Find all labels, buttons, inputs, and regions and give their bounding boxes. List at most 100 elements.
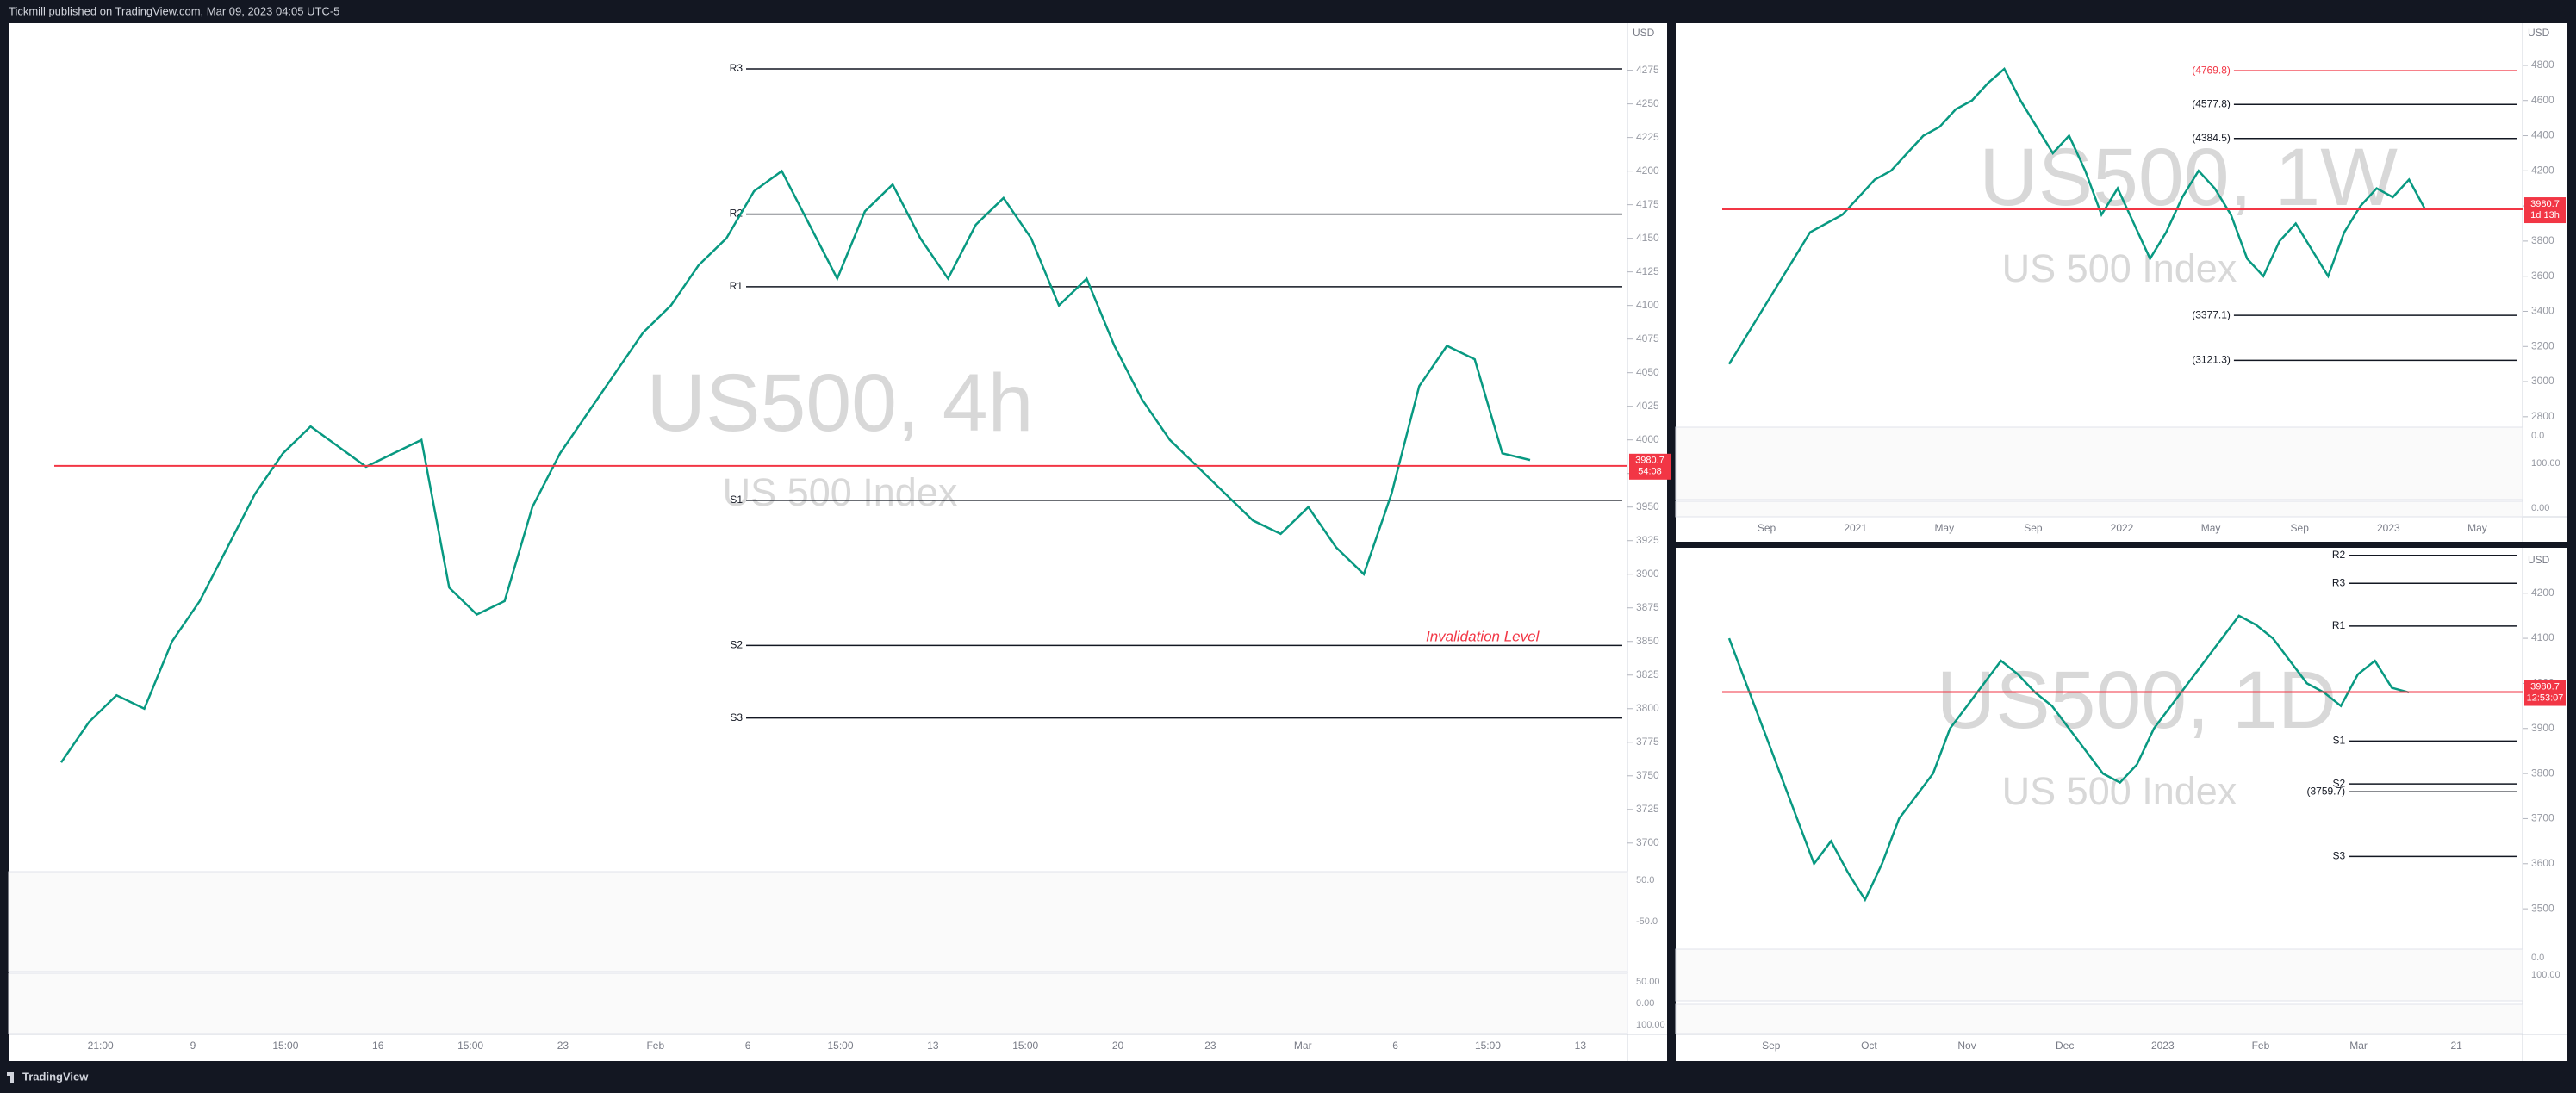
oscillator-label: 100.00 (2531, 970, 2560, 980)
y-tick-label: 4200 (1636, 165, 1659, 177)
pivot-label: S2 (2333, 777, 2346, 789)
x-tick-label: Nov (1957, 1040, 1976, 1052)
x-tick-label: 23 (557, 1040, 569, 1052)
y-tick-label: 4100 (2531, 631, 2554, 643)
y-tick-label: 4225 (1636, 131, 1659, 143)
x-tick-label: May (2201, 522, 2221, 534)
x-tick-label: Oct (1861, 1040, 1877, 1052)
y-tick-label: 3775 (1636, 736, 1659, 748)
annotation: Invalidation Level (1426, 628, 1540, 644)
last-price: 3980.7 (2530, 199, 2560, 209)
x-tick-label: 2023 (2377, 522, 2400, 534)
x-tick-label: 15:00 (827, 1040, 853, 1052)
oscillator-label: 0.00 (1636, 998, 1654, 1009)
y-tick-label: 3800 (2531, 767, 2554, 779)
pivot-label: (3121.3) (2192, 353, 2231, 365)
pivot-label: S3 (2333, 850, 2346, 862)
price-badge (2524, 197, 2566, 224)
oscillator-label: 0.00 (2531, 503, 2549, 513)
x-tick-label: 15:00 (1012, 1040, 1038, 1052)
price-line (59, 169, 1531, 763)
x-tick-label: 15:00 (457, 1040, 483, 1052)
y-tick-label: 3200 (2531, 339, 2554, 351)
pivot-label: R3 (2332, 576, 2346, 588)
y-tick-label: 3800 (2531, 234, 2554, 246)
oscillator-label: 0.0 (2531, 953, 2544, 963)
last-price: 3980.7 (2530, 681, 2560, 692)
x-tick-label: Sep (2291, 522, 2310, 534)
oscillator-label: 100.00 (1636, 1020, 1665, 1030)
x-tick-label: Feb (646, 1040, 664, 1052)
pivot-label: S1 (730, 494, 743, 506)
y-tick-label: 3875 (1636, 601, 1659, 613)
price-line (1727, 67, 2427, 365)
oscillator-label: 0.0 (2531, 431, 2544, 441)
x-tick-label: May (1934, 522, 1954, 534)
pivot-label: R3 (730, 62, 744, 74)
x-tick-label: 6 (1392, 1040, 1398, 1052)
pivot-label: (3759.7) (2306, 785, 2345, 797)
watermark-subtitle: US 500 Index (2002, 246, 2237, 290)
x-tick-label: 2022 (2111, 522, 2134, 534)
y-tick-label: 3750 (1636, 769, 1659, 781)
oscillator-pane (1675, 948, 2523, 1002)
x-tick-label: Mar (2349, 1040, 2368, 1052)
y-tick-label: 4175 (1636, 198, 1659, 210)
y-tick-label: 4050 (1636, 366, 1659, 378)
y-tick-label: 4275 (1636, 64, 1659, 76)
y-tick-label: 4125 (1636, 265, 1659, 277)
price-badge (1629, 453, 1671, 480)
pivot-label: S1 (2333, 735, 2346, 747)
pivot-label: R2 (2332, 549, 2346, 561)
y-tick-label: 3825 (1636, 668, 1659, 680)
x-tick-label: Dec (2056, 1040, 2074, 1052)
last-price: 3980.7 (1635, 456, 1664, 466)
oscillator-pane (1675, 500, 2523, 518)
countdown: 12:53:07 (2527, 692, 2564, 703)
y-tick-label: 3800 (1636, 702, 1659, 714)
y-tick-label: 3900 (1636, 568, 1659, 580)
currency: USD (1633, 27, 1655, 39)
y-tick-label: 4150 (1636, 232, 1659, 244)
y-tick-label: 3900 (2531, 722, 2554, 734)
x-tick-label: 6 (745, 1040, 751, 1052)
oscillator-label: 100.00 (2531, 458, 2560, 469)
pivot-label: R1 (730, 280, 744, 292)
y-tick-label: 3700 (2531, 812, 2554, 824)
pivot-label: (4577.8) (2192, 97, 2231, 109)
pivot-label: (4769.8) (2192, 64, 2231, 76)
x-tick-label: 20 (1112, 1040, 1124, 1052)
countdown: 54:08 (1638, 467, 1662, 477)
y-tick-label: 3925 (1636, 534, 1659, 546)
watermark-subtitle: US 500 Index (2002, 769, 2237, 813)
x-tick-label: 23 (1204, 1040, 1216, 1052)
y-tick-label: 3500 (2531, 902, 2554, 914)
x-tick-label: 13 (927, 1040, 939, 1052)
x-tick-label: Feb (2252, 1040, 2270, 1052)
y-tick-label: 4075 (1636, 332, 1659, 345)
oscillator-label: -50.0 (1636, 916, 1658, 927)
watermark: US500, 1D (1937, 655, 2337, 746)
price-badge (2524, 680, 2566, 706)
header-text: Tickmill published on TradingView.com, M… (9, 4, 339, 17)
watermark: US500, 4h (647, 357, 1034, 449)
countdown: 1d 13h (2530, 210, 2560, 220)
price-line (1727, 614, 2410, 903)
y-tick-label: 4200 (2531, 587, 2554, 599)
y-tick-label: 3600 (2531, 857, 2554, 869)
currency: USD (2528, 554, 2550, 566)
footer-brand: TradingView (22, 1070, 89, 1083)
y-tick-label: 3400 (2531, 305, 2554, 317)
x-tick-label: 9 (190, 1040, 196, 1052)
x-tick-label: 16 (372, 1040, 384, 1052)
oscillator-pane (1675, 1003, 2523, 1034)
y-tick-label: 4025 (1636, 400, 1659, 412)
y-tick-label: 3000 (2531, 375, 2554, 387)
x-tick-label: 13 (1575, 1040, 1587, 1052)
y-tick-label: 3600 (2531, 270, 2554, 282)
x-tick-label: Mar (1294, 1040, 1312, 1052)
oscillator-pane (1675, 426, 2523, 500)
x-tick-label: 2021 (1844, 522, 1867, 534)
